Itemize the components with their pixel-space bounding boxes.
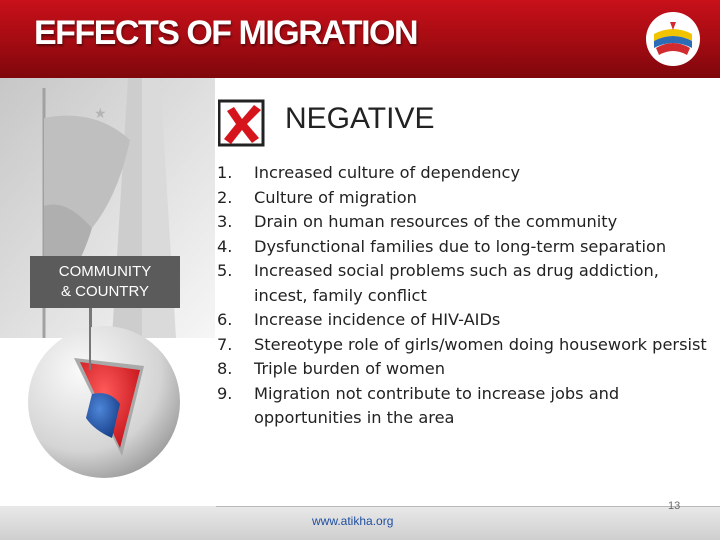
item-number: 8. xyxy=(217,359,233,378)
footer-divider xyxy=(216,506,720,507)
side-label-line2: & COUNTRY xyxy=(60,283,150,300)
item-text: Drain on human resources of the communit… xyxy=(254,212,618,231)
x-mark-box-icon xyxy=(218,99,265,147)
negative-effects-list: 1. Increased culture of dependency 2. Cult… xyxy=(217,161,707,431)
item-text: Increased culture of dependency xyxy=(254,163,521,182)
list-item: 7. Stereotype role of girls/women doing h… xyxy=(217,333,707,358)
list-item: 6. Increase incidence of HIV-AIDs xyxy=(217,308,707,333)
community-country-label: COMMUNITY & COUNTRY xyxy=(30,256,180,308)
item-number: 7. xyxy=(217,334,233,354)
svg-text:★: ★ xyxy=(94,106,107,122)
item-number: 9. xyxy=(217,383,233,403)
item-number: 1. xyxy=(217,163,233,182)
item-text: Stereotype role of girls/women doing hou… xyxy=(254,334,707,354)
list-item: 4. Dysfunctional families due to long-ter… xyxy=(217,235,707,260)
item-number: 5. xyxy=(217,261,233,280)
side-label-line1: COMMUNITY xyxy=(58,263,152,280)
list-item: 2. Culture of migration xyxy=(217,186,707,211)
item-number: 4. xyxy=(217,236,233,256)
layered-sphere-graphic xyxy=(28,308,180,478)
item-text: Increase incidence of HIV-AIDs xyxy=(254,310,501,329)
item-text: Migration not contribute to increase job… xyxy=(254,383,620,428)
list-item: 3. Drain on human resources of the commun… xyxy=(217,210,707,235)
list-item: 9. Migration not contribute to increase j… xyxy=(217,382,707,431)
item-text: Increased social problems such as drug a… xyxy=(254,261,659,305)
item-text: Dysfunctional families due to long-term … xyxy=(254,236,667,256)
slide-title: EFFECTS OF MIGRATION xyxy=(34,14,419,52)
list-item: 8. Triple burden of women xyxy=(217,357,707,382)
title-banner: EFFECTS OF MIGRATION xyxy=(0,0,720,78)
section-heading: NEGATIVE xyxy=(285,102,435,135)
footer-bar xyxy=(0,506,720,540)
page-number: 13 xyxy=(668,500,681,512)
item-text: Culture of migration xyxy=(254,187,417,207)
atikha-logo-icon xyxy=(646,12,700,66)
item-number: 3. xyxy=(217,212,233,231)
item-number: 6. xyxy=(217,310,233,329)
list-item: 5. Increased social problems such as drug… xyxy=(217,259,707,308)
item-text: Triple burden of women xyxy=(254,359,445,378)
item-number: 2. xyxy=(217,187,233,207)
footer-url: www.atikha.org xyxy=(312,514,394,528)
list-item: 1. Increased culture of dependency xyxy=(217,161,707,186)
